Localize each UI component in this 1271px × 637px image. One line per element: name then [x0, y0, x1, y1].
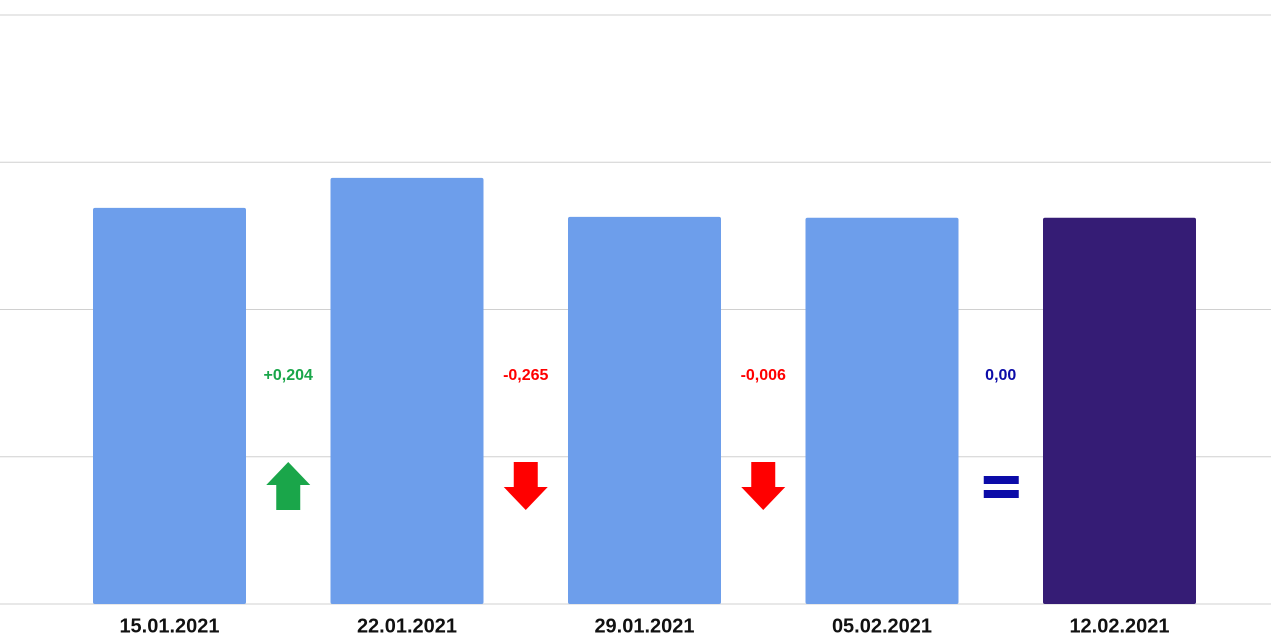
bar	[1043, 217, 1196, 604]
change-arrow	[503, 462, 548, 510]
x-tick-label: 12.02.2021	[1069, 615, 1169, 637]
bar	[805, 217, 959, 604]
change-label: 0,00	[985, 367, 1016, 384]
x-tick-label: 29.01.2021	[594, 615, 694, 637]
bar	[568, 216, 721, 604]
bar	[93, 207, 246, 604]
change-arrow	[983, 476, 1019, 498]
change-label: -0,006	[741, 367, 786, 384]
x-tick-label: 22.01.2021	[357, 615, 457, 637]
x-tick-label: 05.02.2021	[832, 615, 932, 637]
change-label: -0,265	[503, 367, 548, 384]
x-tick-label: 15.01.2021	[119, 615, 219, 637]
change-label: +0,204	[264, 367, 313, 384]
change-arrow	[266, 462, 311, 510]
change-arrow	[741, 462, 786, 510]
bar	[330, 177, 484, 604]
